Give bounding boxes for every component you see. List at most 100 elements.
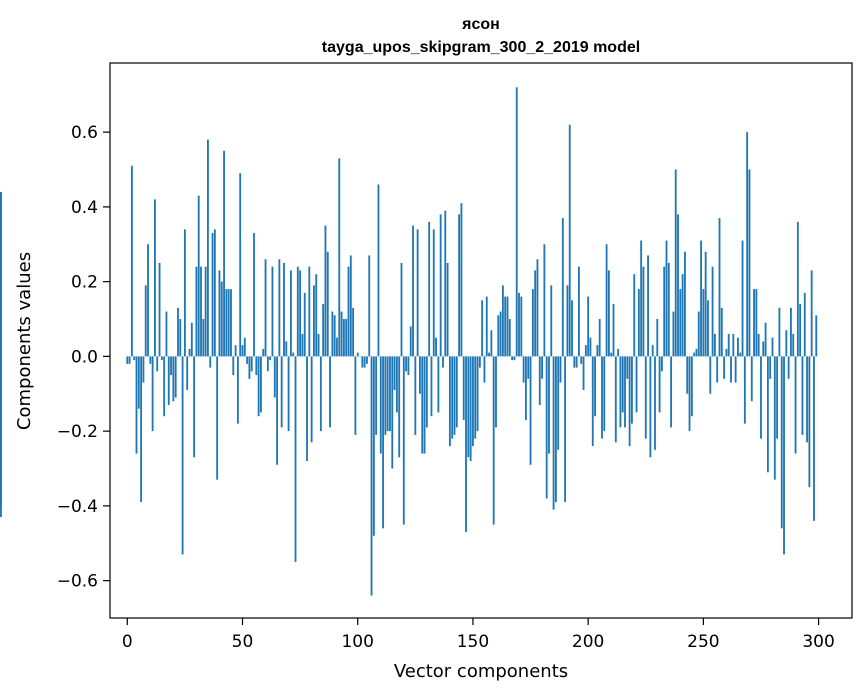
y-tick-label: −0.2 bbox=[57, 422, 98, 442]
bar bbox=[663, 266, 666, 357]
bar bbox=[370, 356, 373, 596]
bar bbox=[778, 307, 781, 357]
bar bbox=[179, 319, 182, 357]
bar bbox=[753, 289, 755, 357]
bar bbox=[405, 356, 408, 372]
bar bbox=[133, 356, 136, 361]
bar bbox=[444, 210, 447, 357]
bar bbox=[531, 289, 534, 357]
bar bbox=[442, 356, 444, 368]
bar bbox=[766, 356, 769, 473]
bar bbox=[363, 356, 366, 368]
bar bbox=[372, 356, 375, 536]
bar bbox=[801, 356, 804, 435]
bar bbox=[446, 262, 449, 357]
bar bbox=[690, 356, 693, 417]
bar bbox=[414, 356, 417, 435]
bar bbox=[329, 356, 331, 428]
bar bbox=[197, 195, 200, 357]
bar bbox=[702, 289, 705, 357]
x-tick-label: 300 bbox=[802, 632, 834, 652]
bar bbox=[306, 356, 308, 462]
bar bbox=[481, 300, 484, 357]
bar bbox=[684, 251, 686, 357]
bar bbox=[262, 348, 265, 357]
bar bbox=[681, 274, 684, 357]
bar bbox=[280, 356, 283, 428]
bar bbox=[345, 319, 348, 357]
bar bbox=[236, 356, 239, 424]
bar bbox=[165, 311, 168, 357]
bar bbox=[488, 352, 490, 357]
bar bbox=[522, 356, 525, 383]
bar bbox=[612, 304, 615, 357]
bar bbox=[126, 356, 129, 364]
bar bbox=[554, 356, 557, 503]
bar bbox=[730, 356, 732, 383]
bar bbox=[501, 285, 504, 357]
bar bbox=[483, 356, 486, 383]
bar bbox=[285, 341, 288, 357]
bar bbox=[548, 356, 550, 454]
bar bbox=[538, 356, 541, 405]
bar bbox=[644, 356, 647, 439]
y-axis-label: Components values bbox=[14, 252, 35, 430]
bar bbox=[225, 289, 228, 357]
bar bbox=[250, 356, 253, 372]
bar bbox=[174, 356, 177, 398]
y-tick-label: −0.6 bbox=[57, 572, 98, 592]
bar bbox=[193, 356, 196, 458]
bar bbox=[177, 307, 179, 357]
bar bbox=[755, 289, 758, 357]
bar bbox=[167, 356, 170, 405]
bar bbox=[453, 356, 456, 435]
bar bbox=[287, 356, 290, 432]
bar bbox=[294, 356, 297, 562]
bar bbox=[379, 356, 382, 454]
bar bbox=[313, 285, 315, 357]
bar bbox=[273, 356, 276, 398]
bar bbox=[750, 356, 753, 402]
bar bbox=[296, 266, 299, 357]
bar bbox=[448, 356, 451, 447]
bar bbox=[144, 285, 147, 357]
bar bbox=[552, 356, 555, 510]
bar bbox=[794, 356, 797, 454]
bar bbox=[803, 292, 806, 357]
bar bbox=[331, 311, 334, 357]
y-tick-label: 0.0 bbox=[71, 347, 98, 367]
bar bbox=[573, 356, 576, 368]
bar bbox=[188, 348, 191, 357]
bar bbox=[746, 132, 749, 357]
bar bbox=[299, 270, 302, 357]
bar bbox=[451, 356, 454, 439]
bar bbox=[476, 356, 479, 432]
bar bbox=[354, 356, 357, 435]
bar bbox=[633, 274, 636, 357]
bar bbox=[621, 356, 624, 413]
bar bbox=[181, 356, 184, 555]
x-tick-label: 0 bbox=[122, 632, 133, 652]
bar bbox=[707, 300, 709, 357]
x-tick-label: 100 bbox=[341, 632, 373, 652]
bar bbox=[813, 356, 815, 521]
bar bbox=[156, 356, 159, 372]
bar bbox=[810, 270, 813, 357]
bar bbox=[783, 356, 785, 555]
y-tick-label: 0.2 bbox=[71, 273, 98, 293]
bar bbox=[737, 337, 739, 357]
bar bbox=[518, 292, 520, 357]
bar bbox=[163, 356, 166, 417]
bar bbox=[213, 229, 216, 357]
bar bbox=[709, 356, 712, 394]
bar bbox=[601, 356, 603, 439]
bar bbox=[395, 356, 398, 413]
bar bbox=[478, 356, 481, 368]
bar bbox=[571, 300, 573, 357]
bar bbox=[253, 233, 255, 357]
bar bbox=[718, 218, 721, 357]
bar bbox=[545, 356, 548, 499]
bar bbox=[688, 356, 691, 432]
bar bbox=[400, 262, 403, 357]
bar bbox=[697, 311, 700, 357]
